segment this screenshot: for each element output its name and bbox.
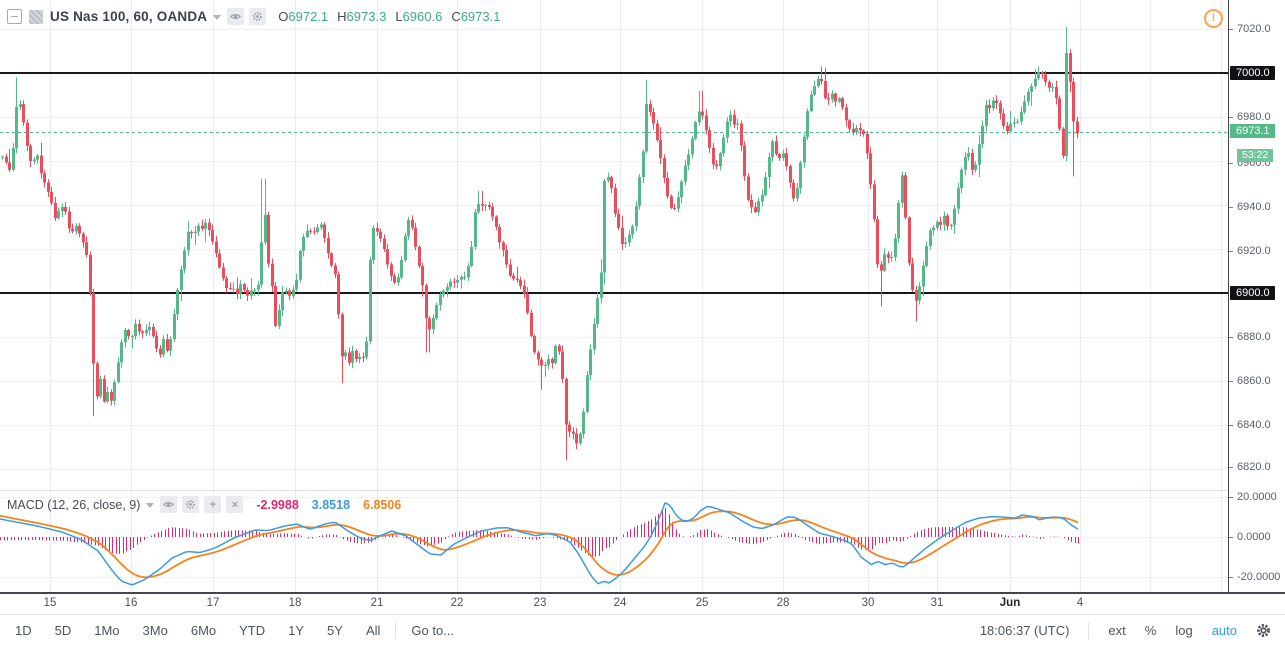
range-button-5y[interactable]: 5Y xyxy=(327,623,343,638)
high-value: 6973.3 xyxy=(346,9,387,24)
high-letter: H xyxy=(337,9,347,24)
range-button-all[interactable]: All xyxy=(365,623,381,638)
range-button-1d[interactable]: 1D xyxy=(15,623,32,638)
plus-icon: + xyxy=(209,498,217,511)
macd-tick-label: 20.0000 xyxy=(1229,490,1277,504)
range-button-1y[interactable]: 1Y xyxy=(288,623,305,638)
eye-icon xyxy=(230,11,242,22)
time-tick-label: Jun xyxy=(999,597,1021,609)
close-letter: C xyxy=(451,9,461,24)
price-tick-label: 6860.0 xyxy=(1229,374,1271,388)
open-letter: O xyxy=(278,9,289,24)
macd-tick-label: -20.0000 xyxy=(1229,570,1280,584)
hide-series-button[interactable] xyxy=(227,8,245,25)
macd-line-value: 3.8518 xyxy=(311,497,351,512)
macd-hist-value: -2.9988 xyxy=(256,497,299,512)
low-value: 6960.6 xyxy=(402,9,443,24)
bar-countdown-label: 53:22 xyxy=(1237,149,1274,162)
time-tick-label: 18 xyxy=(288,597,302,609)
range-button-5d[interactable]: 5D xyxy=(54,623,72,638)
symbol-title[interactable]: US Nas 100, 60, OANDA xyxy=(50,9,208,24)
clock-utc[interactable]: 18:06:37 (UTC) xyxy=(979,623,1070,638)
price-tick-label: 6940.0 xyxy=(1229,200,1271,214)
time-tick-label: 31 xyxy=(930,597,944,609)
price-tick-label: 6980.0 xyxy=(1229,110,1271,124)
price-tick-label: 7000.0 xyxy=(1230,66,1275,80)
low-letter: L xyxy=(395,9,403,24)
indicator-settings-button[interactable] xyxy=(182,496,200,513)
macd-signal-value: 6.8506 xyxy=(363,497,402,512)
open-value: 6972.1 xyxy=(288,9,329,24)
goto-button[interactable]: Go to... xyxy=(411,623,455,638)
macd-legend: MACD (12, 26, close, 9) + × -2.9988 3.85… xyxy=(7,496,401,513)
range-buttons: 1D 5D 1Mo 3Mo 6Mo YTD 1Y 5Y All xyxy=(0,623,380,638)
collapse-pane-icon[interactable] xyxy=(7,9,22,24)
gear-icon xyxy=(252,11,263,22)
toolbar-divider xyxy=(395,622,397,639)
log-scale-toggle[interactable]: log xyxy=(1175,623,1193,638)
percent-scale-toggle[interactable]: % xyxy=(1144,623,1157,638)
chart-settings-button[interactable] xyxy=(1256,623,1271,638)
time-axis[interactable]: 15 16 17 18 21 22 23 24 25 28 30 31 Jun 4 xyxy=(0,592,1285,614)
time-tick-label: 28 xyxy=(776,597,790,609)
bottom-toolbar: 1D 5D 1Mo 3Mo 6Mo YTD 1Y 5Y All Go to... 18:06:3… xyxy=(0,614,1285,646)
range-button-3mo[interactable]: 3Mo xyxy=(142,623,168,638)
price-chart-canvas[interactable] xyxy=(0,0,1228,592)
time-tick-label: 30 xyxy=(861,597,875,609)
current-price-label: 6973.1 xyxy=(1230,124,1275,138)
ohlc-readout: O6972.1 H6973.3 L6960.6 C6973.1 xyxy=(278,9,500,24)
time-tick-label: 24 xyxy=(613,597,627,609)
time-tick-label: 16 xyxy=(124,597,138,609)
range-button-1mo[interactable]: 1Mo xyxy=(94,623,120,638)
time-tick-label: 23 xyxy=(533,597,547,609)
extended-hours-toggle[interactable]: ext xyxy=(1108,623,1126,638)
main-series-legend: US Nas 100, 60, OANDA O6972.1 H6973.3 L6… xyxy=(7,8,500,25)
add-indicator-button[interactable]: + xyxy=(204,496,222,513)
close-icon: × xyxy=(231,498,239,511)
time-tick-label: 4 xyxy=(1076,597,1084,609)
price-tick-label: 7020.0 xyxy=(1229,22,1271,36)
chevron-down-icon[interactable] xyxy=(146,503,155,508)
time-tick-label: 25 xyxy=(695,597,709,609)
alert-warning-icon[interactable]: ! xyxy=(1204,9,1223,28)
macd-tick-label: 0.0000 xyxy=(1229,530,1271,544)
macd-indicator-title[interactable]: MACD (12, 26, close, 9) xyxy=(7,497,141,512)
range-button-6mo[interactable]: 6Mo xyxy=(190,623,217,638)
price-tick-label: 6920.0 xyxy=(1229,244,1271,258)
remove-indicator-button[interactable]: × xyxy=(226,496,244,513)
price-tick-label: 6880.0 xyxy=(1229,330,1271,344)
time-tick-label: 17 xyxy=(206,597,220,609)
toolbar-divider xyxy=(1088,622,1090,639)
gear-icon xyxy=(1256,623,1271,638)
broker-logo-icon xyxy=(29,9,43,24)
series-settings-button[interactable] xyxy=(249,8,267,25)
macd-values: -2.9988 3.8518 6.8506 xyxy=(256,498,401,512)
time-tick-label: 22 xyxy=(450,597,464,609)
auto-scale-toggle[interactable]: auto xyxy=(1211,623,1237,638)
close-value: 6973.1 xyxy=(460,9,501,24)
time-tick-label: 15 xyxy=(43,597,57,609)
hide-indicator-button[interactable] xyxy=(160,496,178,513)
price-tick-label: 6840.0 xyxy=(1229,418,1271,432)
price-tick-label: 6900.0 xyxy=(1230,286,1275,300)
price-tick-label: 6820.0 xyxy=(1229,460,1271,474)
price-axis[interactable]: 7020.0 7000.0 6980.0 6960.0 6940.0 6920.0 6900… xyxy=(1228,0,1285,592)
gear-icon xyxy=(185,499,196,510)
chevron-down-icon[interactable] xyxy=(213,15,222,20)
eye-icon xyxy=(163,499,175,510)
time-tick-label: 21 xyxy=(370,597,384,609)
range-button-ytd[interactable]: YTD xyxy=(239,623,266,638)
